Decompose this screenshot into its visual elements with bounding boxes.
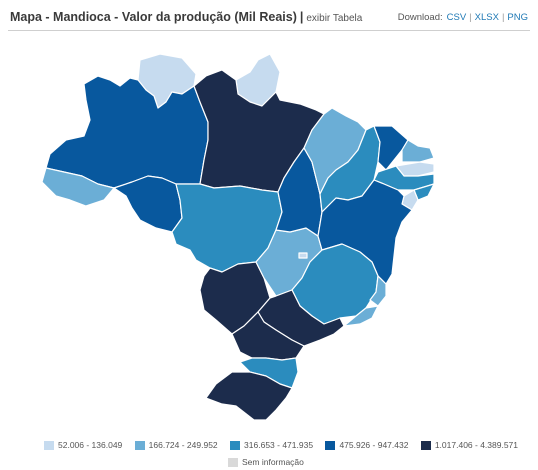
chart-header: Mapa - Mandioca - Valor da produção (Mil… [8,8,530,31]
legend-item[interactable]: 166.724 - 249.952 [134,440,218,450]
legend-label: 475.926 - 947.432 [339,440,409,450]
state-acre[interactable] [41,167,115,207]
state-rio-grande-do-sul[interactable] [205,371,293,421]
legend-swatch [420,440,431,450]
legend-swatch [230,440,241,450]
legend-swatch [325,440,336,450]
legend-label: 1.017.406 - 4.389.571 [434,440,519,450]
legend-item[interactable]: 475.926 - 947.432 [325,440,408,450]
legend-item[interactable]: 52.006 - 136.049 [44,440,122,450]
legend-swatch [228,457,238,467]
map-title: Mapa - Mandioca - Valor da produção (Mil… [10,10,362,24]
legend-label: 52.006 - 136.049 [58,440,123,450]
legend-item[interactable]: 316.653 - 471.935 [230,440,313,450]
title-separator: | [299,10,304,24]
legend-swatch [44,440,54,450]
title-text: Mapa - Mandioca - Valor da produção (Mil… [10,10,297,24]
state-distrito-federal[interactable] [298,252,308,259]
show-table-link[interactable]: exibir Tabela [306,13,363,24]
download-xlsx-link[interactable]: XLSX [474,12,499,23]
legend-item[interactable]: 1.017.406 - 4.389.571 [420,440,519,450]
download-divider: | [501,12,505,23]
state-ceara[interactable] [373,125,409,171]
brazil-choropleth-map [41,53,435,421]
legend-swatch [134,440,145,450]
map-legend: 52.006 - 136.049 166.724 - 249.952 316.6… [44,440,528,452]
download-divider: | [469,12,472,23]
state-rio-grande-do-norte[interactable] [401,139,435,163]
state-rondonia[interactable] [113,175,183,233]
legend-label: 166.724 - 249.952 [148,440,218,450]
legend-label: 316.653 - 471.935 [244,440,314,450]
legend-label: Sem informação [242,457,304,467]
legend-no-info[interactable]: Sem informação [228,457,304,467]
download-label: Download: [397,12,443,23]
state-amazonas[interactable] [45,75,209,189]
download-csv-link[interactable]: CSV [446,12,467,23]
download-png-link[interactable]: PNG [507,12,528,23]
download-links: Download: CSV | XLSX | PNG [398,12,528,23]
